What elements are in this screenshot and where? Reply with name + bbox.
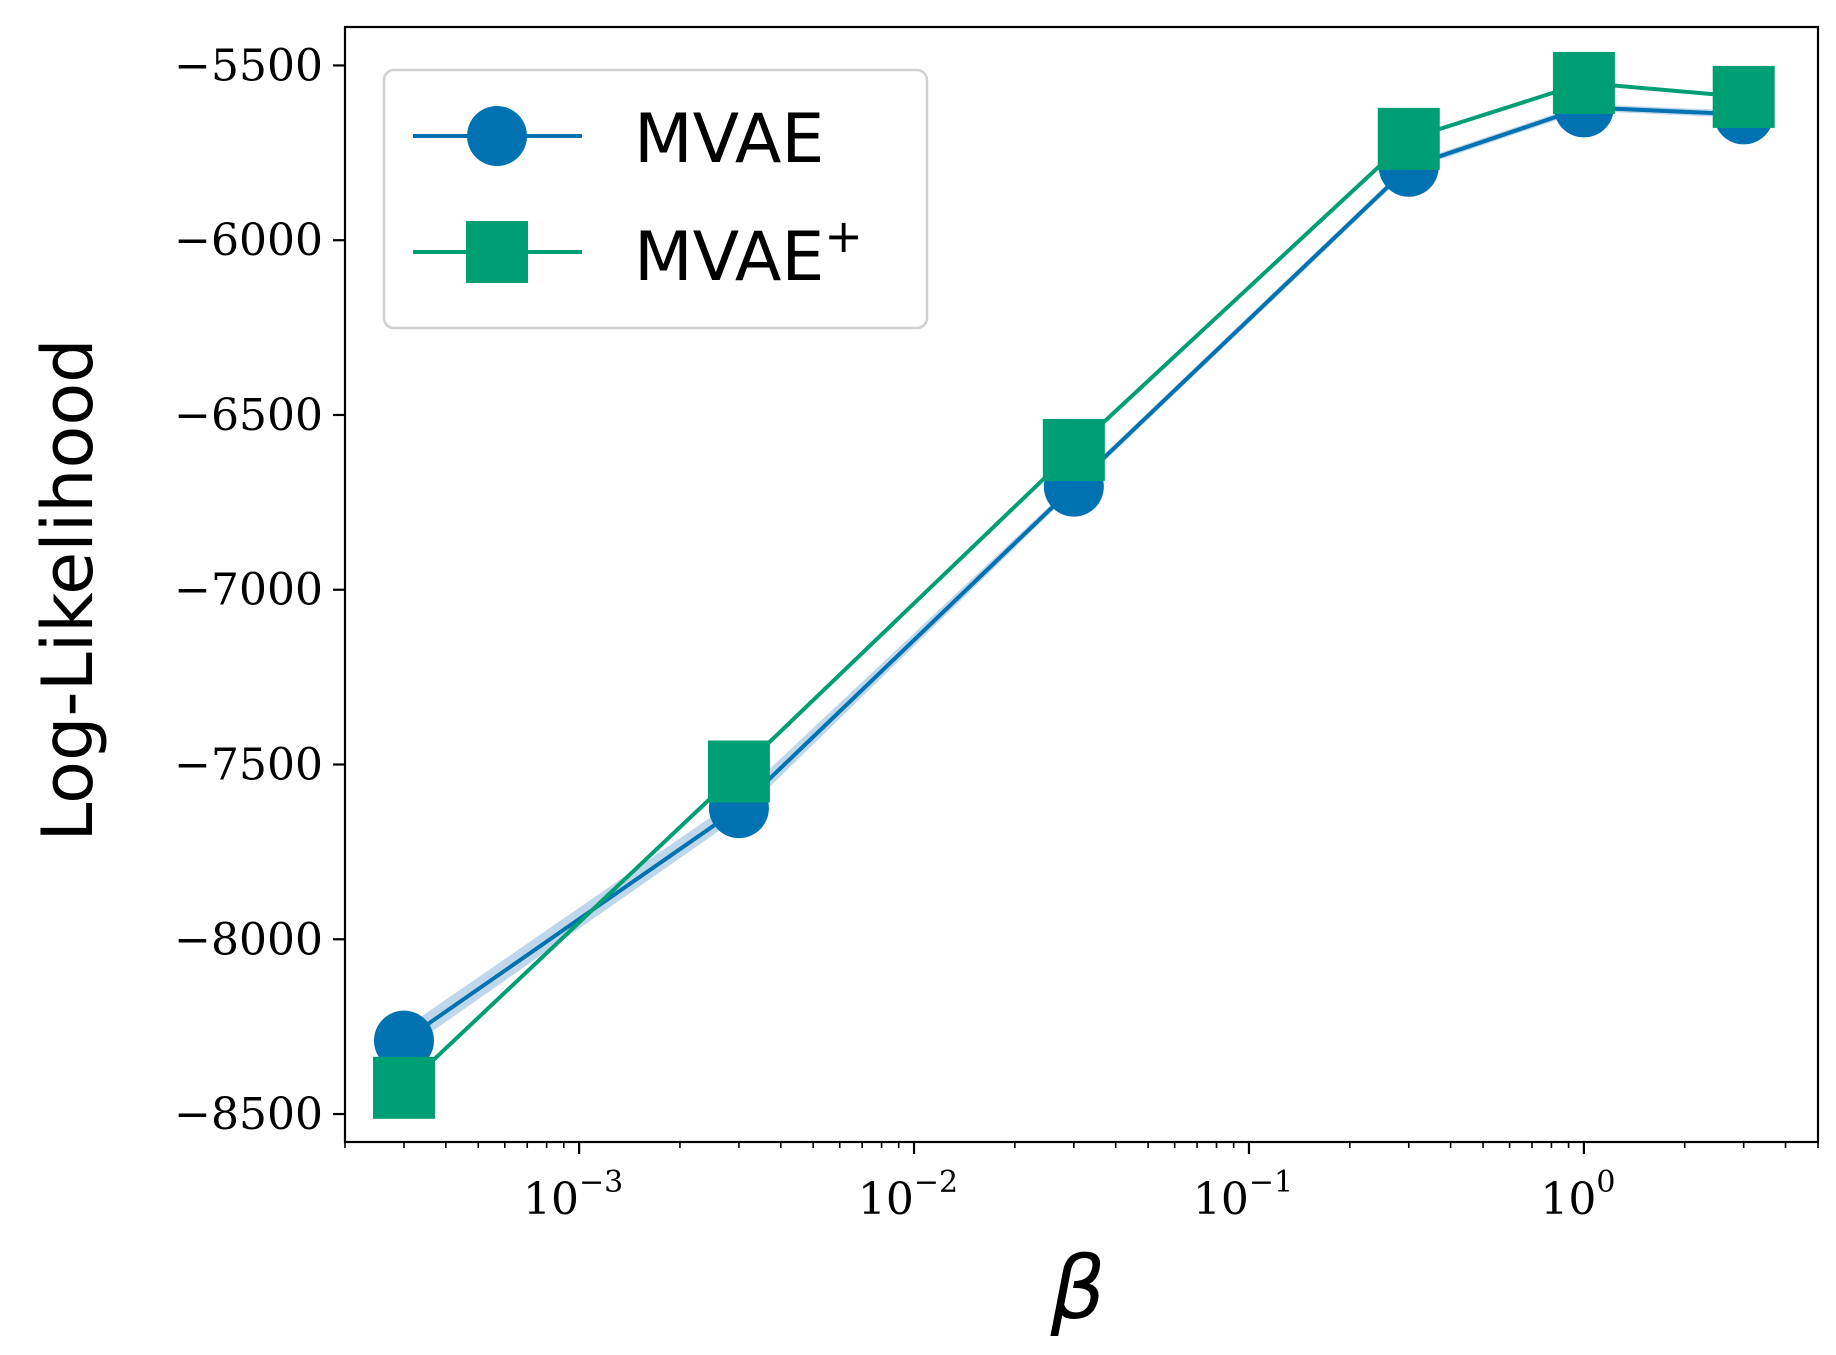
legend-marker-mvae	[467, 106, 527, 166]
x-tick-label: 100	[1540, 1165, 1615, 1225]
x-tick-label-exponent: −1	[1249, 1165, 1293, 1200]
series-1-point	[372, 1056, 435, 1119]
y-tick-label: −7500	[174, 740, 323, 791]
legend-marker-mvae-plus	[466, 221, 528, 283]
x-tick-label: 10−1	[1193, 1165, 1293, 1225]
legend: MVAE MVAE+	[382, 68, 929, 330]
x-tick-label-base: 10	[1193, 1174, 1249, 1225]
legend-label-mvae-plus-sup: +	[824, 209, 863, 263]
series-1-point	[1552, 51, 1615, 114]
series-0-point	[373, 1010, 434, 1071]
series-1-point	[707, 740, 770, 803]
legend-label-mvae: MVAE	[634, 100, 824, 179]
legend-label-mvae-text: MVAE	[634, 100, 824, 179]
series-1-point	[1042, 418, 1105, 481]
plot-frame	[343, 25, 1820, 1144]
x-axis-label: β	[1050, 1239, 1106, 1339]
series-markers	[372, 51, 1775, 1119]
y-axis-label: Log-Likelihood	[27, 338, 109, 841]
series-1-point	[1377, 107, 1440, 170]
y-axis: −5500 −6000 −6500 −7000 −7500 −8000 −8500	[174, 40, 345, 1140]
y-tick-label: −5500	[174, 40, 323, 91]
legend-entry-mvae-plus: MVAE+	[413, 209, 863, 297]
x-tick-label-exponent: −2	[914, 1165, 958, 1200]
x-tick-label-exponent: 0	[1596, 1165, 1615, 1200]
legend-entry-mvae: MVAE	[413, 100, 824, 179]
y-tick-label: −8000	[174, 914, 323, 965]
x-tick-label-base: 10	[1540, 1174, 1596, 1225]
x-tick-label: 10−3	[523, 1165, 623, 1225]
series-1-point	[1712, 65, 1775, 128]
x-tick-label-base: 10	[523, 1174, 579, 1225]
x-tick-label-exponent: −3	[579, 1165, 623, 1200]
x-tick-label-base: 10	[858, 1174, 914, 1225]
y-tick-label: −6000	[174, 215, 323, 266]
legend-label-mvae-plus: MVAE+	[634, 209, 863, 297]
legend-label-mvae-plus-text: MVAE	[634, 218, 824, 297]
y-tick-label: −8500	[174, 1089, 323, 1140]
x-axis: 10−3 10−2 10−1 100	[344, 1142, 1819, 1225]
y-tick-label: −7000	[174, 565, 323, 616]
y-tick-label: −6500	[174, 390, 323, 441]
x-tick-label: 10−2	[858, 1165, 958, 1225]
